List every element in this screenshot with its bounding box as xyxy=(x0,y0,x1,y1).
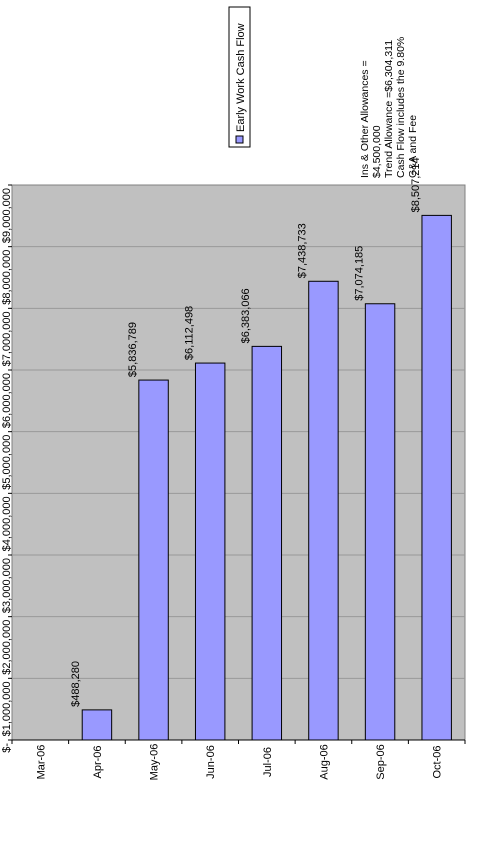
bar xyxy=(81,709,113,741)
category-axis-ticks: Mar-06 Apr-06 May-06 Jun-06 Jul-06 Aug-06 Sep-… xyxy=(11,739,466,781)
bar xyxy=(194,362,226,741)
value-tick-label: $- xyxy=(1,743,13,753)
bar xyxy=(308,280,339,741)
bar xyxy=(138,379,169,741)
value-tick-label: $9,000,000 xyxy=(1,188,13,243)
note-line-4: Cash Flow includes the 9.80% xyxy=(395,37,407,178)
bar xyxy=(421,214,452,741)
note-line-3: Trend Allowance =$6,304,311 xyxy=(383,40,395,178)
category-label: Apr-06 xyxy=(92,745,104,778)
bar-value-label: $7,438,733 xyxy=(297,223,309,278)
value-tick-label: $2,000,000 xyxy=(1,620,13,675)
legend: Early Work Cash Flow xyxy=(228,6,251,148)
legend-swatch xyxy=(235,135,244,144)
legend-box xyxy=(228,6,251,148)
note-line-1: Ins & Other Allowances = xyxy=(359,60,371,178)
note-line-2: $4,500,000 xyxy=(371,125,383,178)
bar xyxy=(251,345,283,741)
value-tick-label: $3,000,000 xyxy=(1,558,13,613)
category-label: May-06 xyxy=(149,744,161,781)
category-label: Jun-06 xyxy=(205,745,217,779)
category-label: Mar-06 xyxy=(35,745,47,780)
legend-label: Early Work Cash Flow xyxy=(235,23,247,132)
value-tick-label: $1,000,000 xyxy=(1,681,13,736)
category-label: Jul-06 xyxy=(262,747,274,777)
bar-value-label: $7,074,185 xyxy=(353,246,365,301)
value-tick-label: $8,000,000 xyxy=(1,250,13,305)
value-tick-label: $7,000,000 xyxy=(1,311,13,366)
value-axis-ticks: $- $1,000,000 $2,000,000 $3,000,000 $4,000,0… xyxy=(1,184,13,753)
bars xyxy=(81,214,452,741)
category-label: Sep-06 xyxy=(375,744,387,779)
plot-area xyxy=(11,184,466,741)
gridlines xyxy=(12,246,465,679)
value-tick-label: $4,000,000 xyxy=(1,496,13,551)
category-label: Oct-06 xyxy=(432,745,444,778)
bar-value-label: $6,112,498 xyxy=(183,306,195,360)
bar-value-label: $488,280 xyxy=(70,661,82,707)
bar-value-label: $6,383,066 xyxy=(240,288,252,343)
bar xyxy=(364,303,396,741)
bar-labels: $488,280 $5,836,789 $6,112,498 $6,383,066 $7… xyxy=(70,157,422,707)
value-tick-label: $6,000,000 xyxy=(1,373,13,428)
value-tick-label: $5,000,000 xyxy=(1,435,13,490)
bar-value-label: $5,836,789 xyxy=(127,322,139,377)
notes: Ins & Other Allowances = $4,500,000 Tren… xyxy=(359,37,419,178)
category-label: Aug-06 xyxy=(318,744,330,779)
bar-value-label: $8,507,214 xyxy=(410,157,422,212)
note-line-5: G&A and Fee xyxy=(407,115,419,178)
